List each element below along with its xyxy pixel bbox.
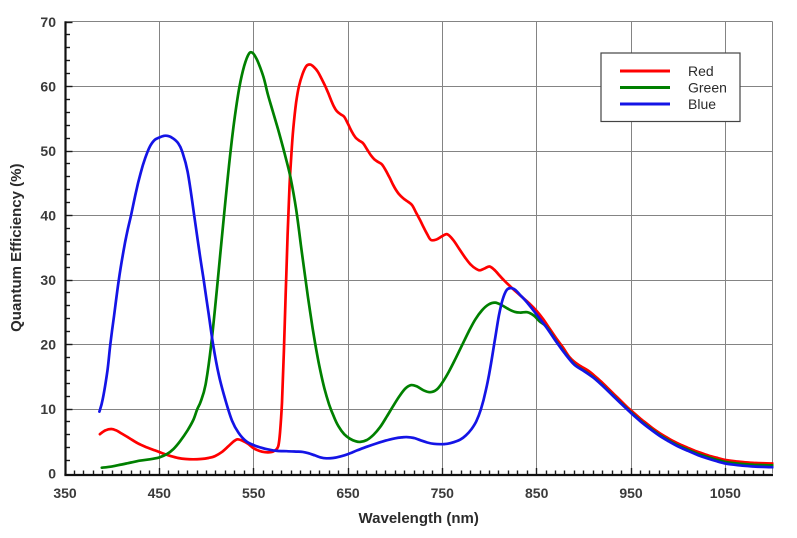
svg-text:30: 30	[40, 272, 56, 288]
svg-text:Quantum Efficiency (%): Quantum Efficiency (%)	[8, 164, 25, 332]
svg-text:10: 10	[40, 401, 56, 417]
svg-text:40: 40	[40, 208, 56, 224]
svg-text:60: 60	[40, 79, 56, 95]
svg-text:350: 350	[53, 485, 77, 501]
svg-text:550: 550	[242, 485, 266, 501]
svg-text:Red: Red	[688, 63, 714, 79]
svg-text:650: 650	[336, 485, 360, 501]
svg-text:70: 70	[40, 14, 56, 30]
svg-text:1050: 1050	[710, 485, 741, 501]
svg-text:Blue: Blue	[688, 96, 716, 112]
svg-text:Green: Green	[688, 80, 727, 96]
svg-text:20: 20	[40, 337, 56, 353]
svg-text:50: 50	[40, 143, 56, 159]
svg-text:450: 450	[148, 485, 172, 501]
svg-text:0: 0	[48, 466, 56, 482]
svg-text:950: 950	[619, 485, 643, 501]
svg-text:750: 750	[431, 485, 455, 501]
svg-text:Wavelength (nm): Wavelength (nm)	[359, 510, 479, 527]
svg-text:850: 850	[525, 485, 549, 501]
